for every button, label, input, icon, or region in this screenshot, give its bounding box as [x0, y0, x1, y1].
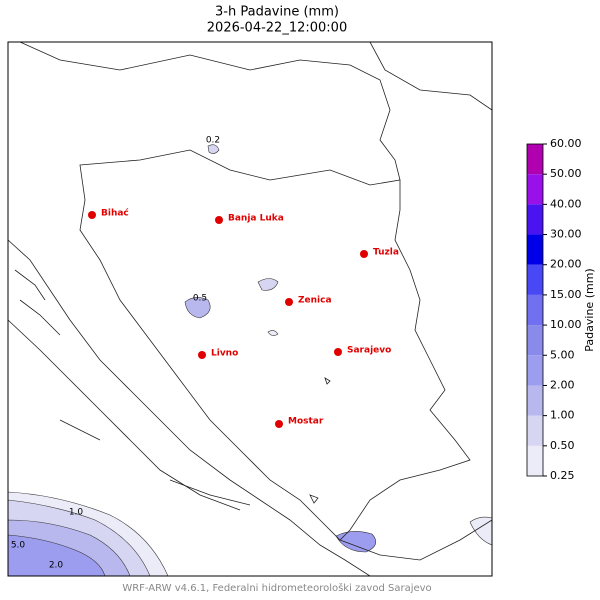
colorbar-tick-label: 20.00 [550, 258, 582, 271]
city-marker [275, 420, 283, 428]
colorbar-tick-label: 2.00 [550, 378, 575, 391]
colorbar-tick-label: 60.00 [550, 137, 582, 150]
colorbar-bin [527, 144, 543, 175]
colorbar-bin [527, 174, 543, 205]
island [14, 269, 251, 506]
colorbar-tick-label: 40.00 [550, 197, 582, 210]
colorbar-tick-label: 0.50 [550, 439, 575, 452]
colorbar-bin [527, 445, 543, 476]
city-label: Zenica [298, 296, 332, 306]
contour-label: 5.0 [11, 541, 26, 551]
city-marker [360, 250, 368, 258]
precip-area [207, 144, 220, 154]
contour-label: 1.0 [69, 508, 84, 518]
colorbar-bin [527, 264, 543, 295]
subtitle: 2026-04-22_12:00:00 [207, 21, 347, 36]
city-label: Mostar [288, 417, 324, 427]
colorbar-tick-label: 10.00 [550, 318, 582, 331]
colorbar-tick-label: 50.00 [550, 167, 582, 180]
title: 3-h Padavine (mm) [215, 5, 339, 20]
precip-area [335, 531, 377, 553]
colorbar-tick-label: 5.00 [550, 348, 575, 361]
colorbar: 0.25 0.50 1.00 2.00 5.00 10.00 15.00 20.00 30.00… [526, 137, 582, 482]
colorbar-bin [527, 385, 543, 416]
city-label: Banja Luka [228, 214, 284, 224]
colorbar-bin [527, 294, 543, 326]
border [369, 42, 492, 111]
colorbar-bin [527, 355, 543, 386]
city-label: Livno [211, 349, 238, 359]
coastline [8, 239, 371, 576]
city-label: Sarajevo [347, 346, 391, 356]
colorbar-tick-label: 1.00 [550, 409, 575, 422]
city-marker [88, 211, 96, 219]
colorbar-bin [527, 204, 543, 235]
colorbar-label: Padavine (mm) [583, 268, 596, 351]
precip-area [267, 330, 279, 336]
map-frame [7, 41, 493, 577]
precip-area [257, 278, 279, 291]
footer: WRF-ARW v4.6.1, Federalni hidrometeorolo… [122, 582, 431, 594]
colorbar-frame [526, 143, 544, 477]
city-marker [198, 351, 206, 359]
coastline [8, 319, 241, 511]
contour-label: 2.0 [49, 561, 64, 571]
border [339, 519, 492, 561]
contour-label: 0.5 [193, 294, 207, 304]
colorbar-tick-label: 0.25 [550, 469, 575, 482]
city-label: Bihać [101, 208, 129, 219]
border [19, 42, 401, 181]
precip-area [469, 516, 492, 546]
precip-area [8, 534, 106, 576]
colorbar-tick-label: 30.00 [550, 228, 582, 241]
city-marker [285, 298, 293, 306]
colorbar-bin [527, 234, 543, 265]
bih-border [79, 149, 471, 541]
precip-area [184, 297, 211, 319]
island [309, 377, 331, 504]
city-marker [215, 216, 223, 224]
city-label: Tuzla [373, 248, 399, 258]
colorbar-tick-label: 15.00 [550, 288, 582, 301]
map: 0.2 0.5 1.0 2.0 5.0 Bihać Banja Luka Tuz… [7, 41, 493, 577]
city-marker [334, 348, 342, 356]
colorbar-bin [527, 325, 543, 356]
contour-label: 0.2 [206, 136, 220, 146]
colorbar-bin [527, 415, 543, 446]
